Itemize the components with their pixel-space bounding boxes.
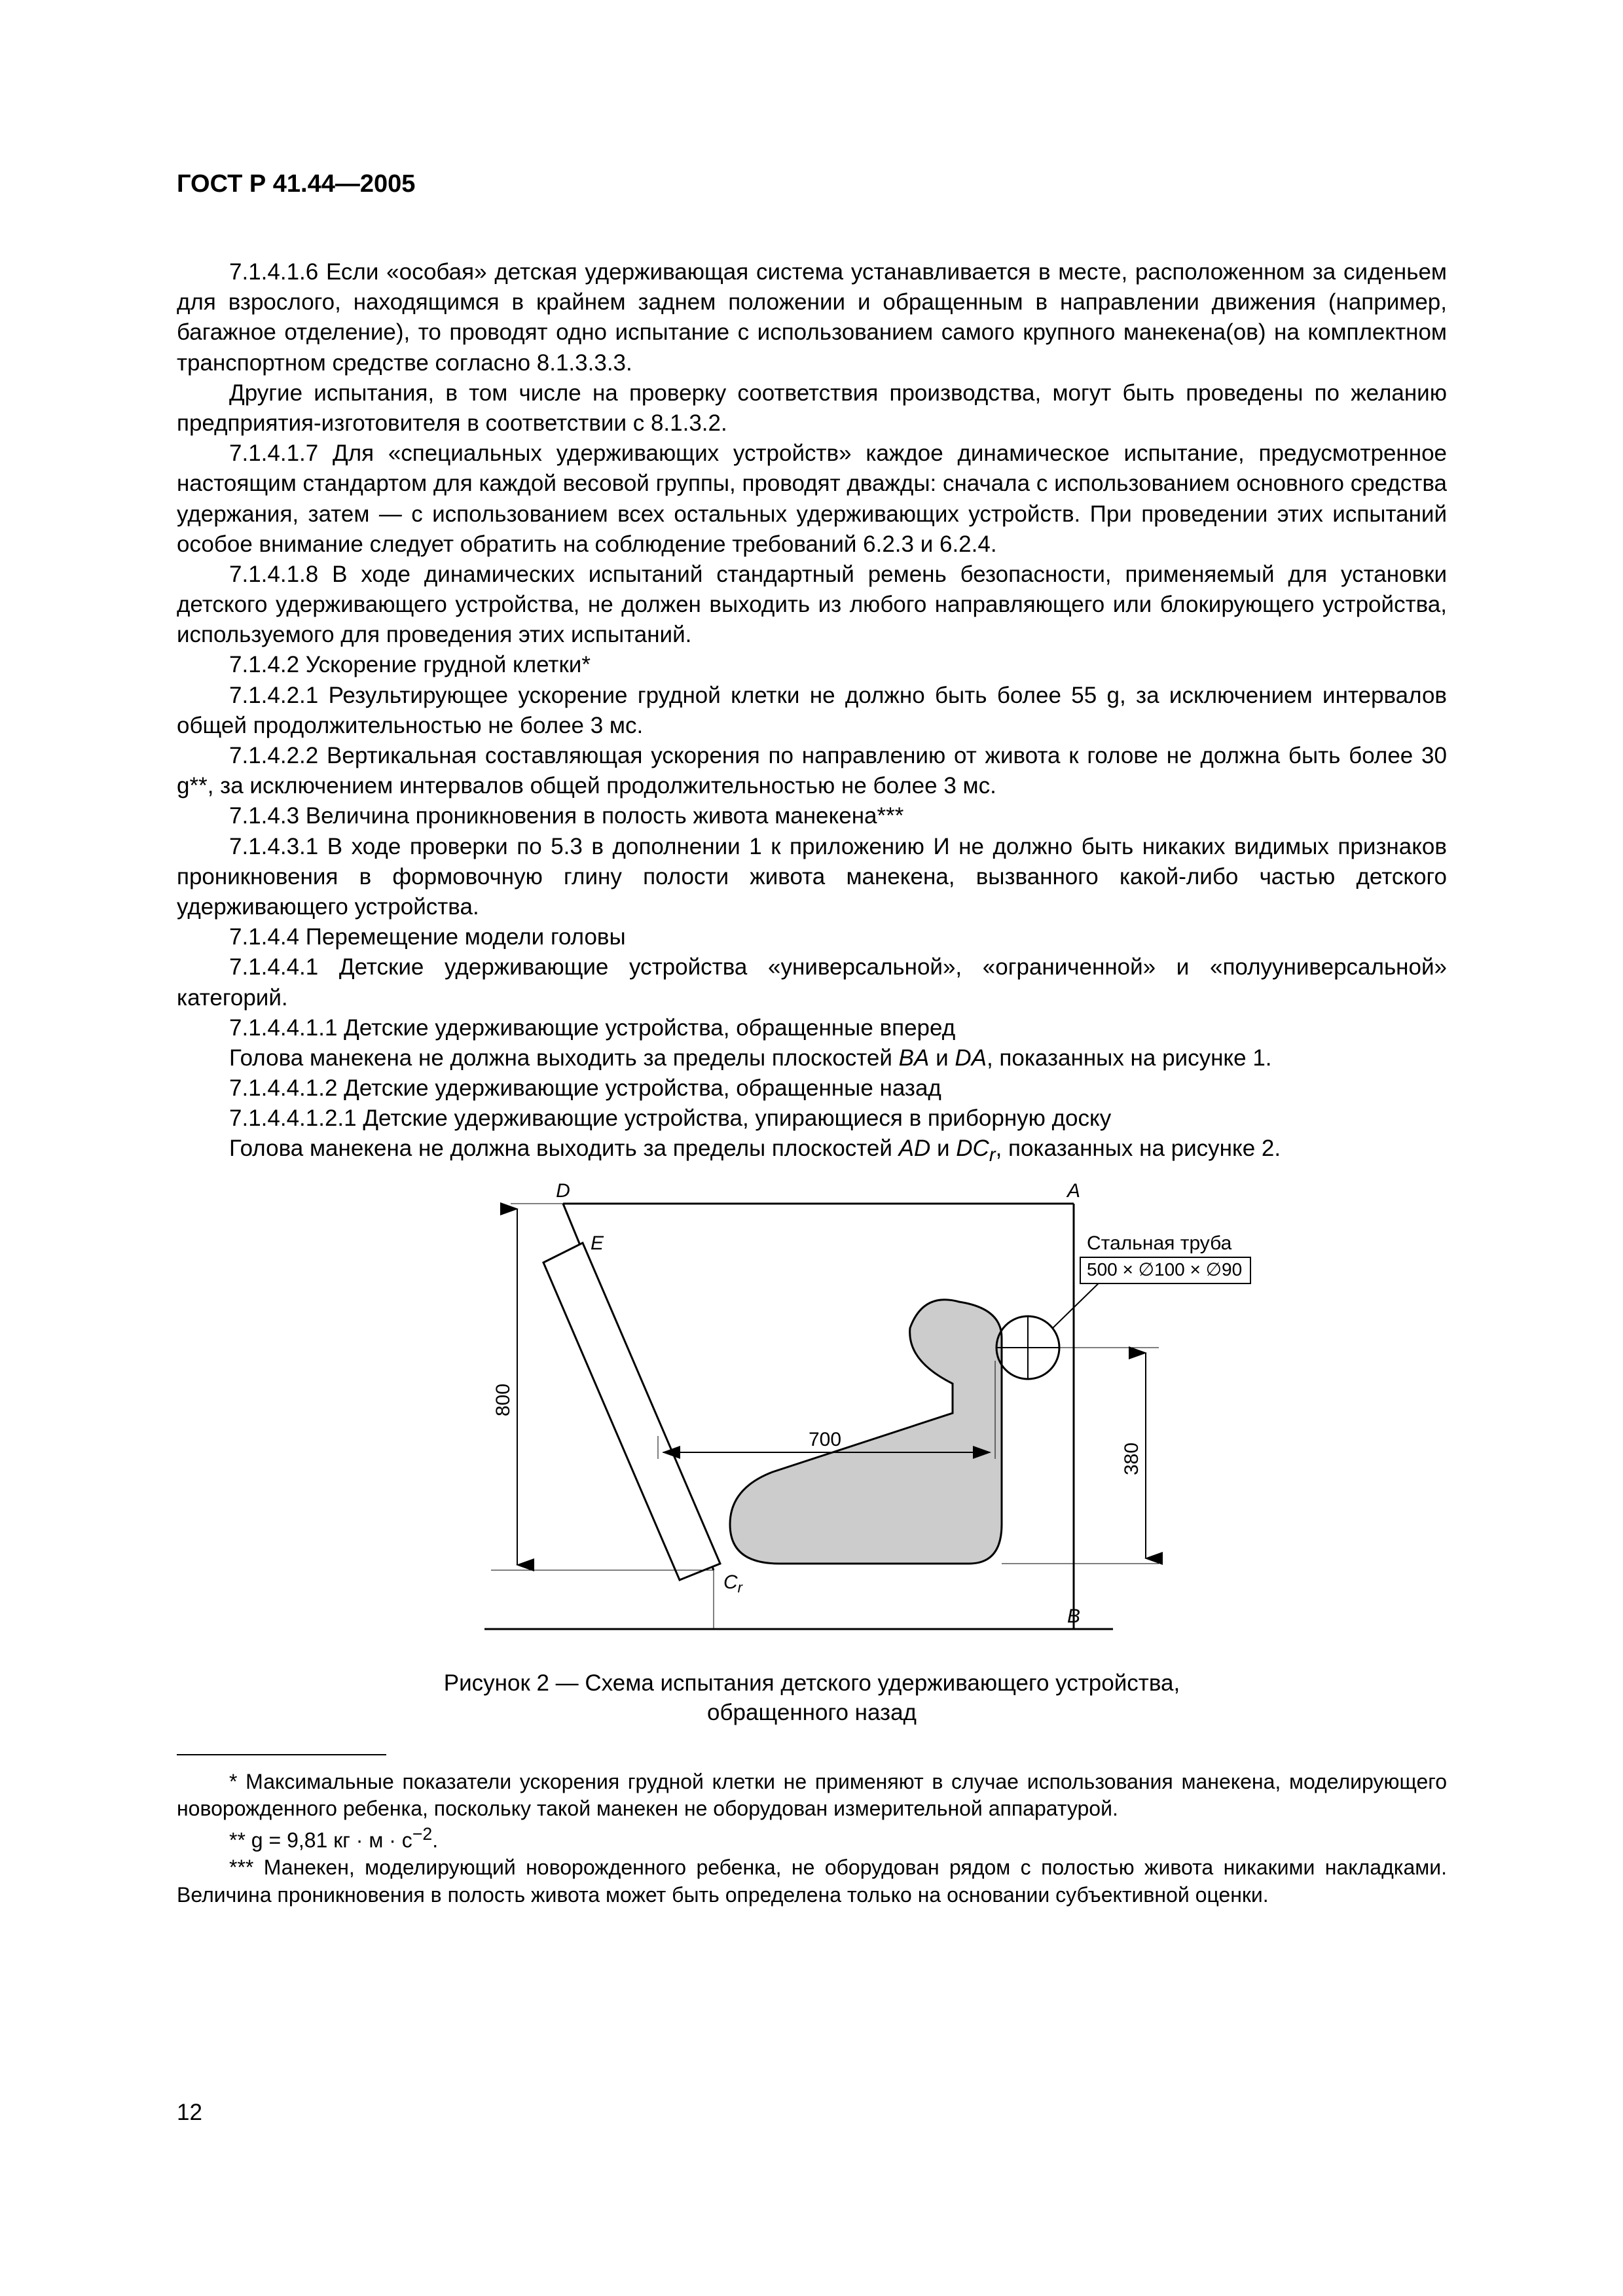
svg-text:800: 800 bbox=[492, 1384, 514, 1416]
tube-dims: 500 × ∅100 × ∅90 bbox=[1087, 1259, 1242, 1280]
footnote-2-a: ** g = 9,81 кг · м · с bbox=[229, 1828, 412, 1852]
tube-label: Стальная труба bbox=[1087, 1232, 1232, 1254]
txt: и bbox=[929, 1045, 955, 1071]
footnote-2-c: . bbox=[432, 1828, 438, 1852]
para-7-1-4-4-1-1: 7.1.4.4.1.1 Детские удерживающие устройс… bbox=[177, 1013, 1447, 1043]
txt: Голова манекена не должна выходить за пр… bbox=[229, 1136, 899, 1161]
svg-text:700: 700 bbox=[809, 1429, 841, 1450]
document-id: ГОСТ Р 41.44—2005 bbox=[177, 170, 1447, 198]
footnote-separator bbox=[177, 1754, 386, 1755]
label-E: E bbox=[591, 1232, 604, 1254]
para-7-1-4-2-2: 7.1.4.2.2 Вертикальная составляющая уско… bbox=[177, 741, 1447, 801]
para-7-1-4-4-1: 7.1.4.4.1 Детские удерживающие устройств… bbox=[177, 952, 1447, 1013]
txt: и bbox=[930, 1136, 956, 1161]
para-7-1-4-3: 7.1.4.3 Величина проникновения в полость… bbox=[177, 801, 1447, 831]
para-head-planes-2: Голова манекена не должна выходить за пр… bbox=[177, 1134, 1447, 1168]
caption-line-1: Рисунок 2 — Схема испытания детского уде… bbox=[444, 1670, 1180, 1696]
svg-text:380: 380 bbox=[1121, 1443, 1142, 1475]
para-7-1-4-4-1-2-1: 7.1.4.4.1.2.1 Детские удерживающие устро… bbox=[177, 1103, 1447, 1134]
seat-back bbox=[543, 1243, 720, 1580]
label-Cr: Cr bbox=[723, 1571, 744, 1596]
para-head-planes-1: Голова манекена не должна выходить за пр… bbox=[177, 1043, 1447, 1073]
footnote-1: * Максимальные показатели ускорения груд… bbox=[177, 1768, 1447, 1823]
para-7-1-4-1-8: 7.1.4.1.8 В ходе динамических испытаний … bbox=[177, 560, 1447, 651]
dim-380: 380 bbox=[1002, 1348, 1159, 1564]
footnote-2: ** g = 9,81 кг · м · с−2. bbox=[177, 1823, 1447, 1854]
page-number: 12 bbox=[177, 2100, 202, 2126]
sym-DCr-sub: r bbox=[989, 1145, 996, 1166]
para-other-tests: Другие испытания, в том числе на проверк… bbox=[177, 378, 1447, 439]
para-7-1-4-1-7: 7.1.4.1.7 Для «специальных удерживающих … bbox=[177, 439, 1447, 560]
para-7-1-4-2-1: 7.1.4.2.1 Результирующее ускорение грудн… bbox=[177, 681, 1447, 741]
para-7-1-4-2: 7.1.4.2 Ускорение грудной клетки* bbox=[177, 650, 1447, 680]
footnote-3: *** Манекен, моделирующий новорожденного… bbox=[177, 1854, 1447, 1909]
footnote-2-exp: −2 bbox=[412, 1824, 432, 1844]
sym-AD: AD bbox=[899, 1136, 931, 1161]
para-7-1-4-4: 7.1.4.4 Перемещение модели головы bbox=[177, 922, 1447, 952]
figure-2-caption: Рисунок 2 — Схема испытания детского уде… bbox=[177, 1669, 1447, 1728]
label-D: D bbox=[556, 1180, 570, 1202]
figure-2: Стальная труба 500 × ∅100 × ∅90 D A B E … bbox=[177, 1177, 1447, 1728]
para-7-1-4-1-6: 7.1.4.1.6 Если «особая» детская удержива… bbox=[177, 257, 1447, 378]
para-7-1-4-3-1: 7.1.4.3.1 В ходе проверки по 5.3 в допол… bbox=[177, 832, 1447, 923]
sym-BA: BA bbox=[899, 1045, 930, 1071]
txt: , показанных на рисунке 2. bbox=[996, 1136, 1281, 1161]
txt: Голова манекена не должна выходить за пр… bbox=[229, 1045, 899, 1071]
txt: , показанных на рисунке 1. bbox=[987, 1045, 1272, 1071]
para-7-1-4-4-1-2: 7.1.4.4.1.2 Детские удерживающие устройс… bbox=[177, 1073, 1447, 1103]
sym-DA: DA bbox=[955, 1045, 987, 1071]
label-B: B bbox=[1067, 1605, 1080, 1627]
seat-shape bbox=[730, 1300, 1002, 1564]
figure-2-svg: Стальная труба 500 × ∅100 × ∅90 D A B E … bbox=[367, 1177, 1257, 1662]
sym-DC: DC bbox=[956, 1136, 989, 1161]
caption-line-2: обращенного назад bbox=[707, 1700, 917, 1725]
label-A: A bbox=[1066, 1180, 1080, 1202]
